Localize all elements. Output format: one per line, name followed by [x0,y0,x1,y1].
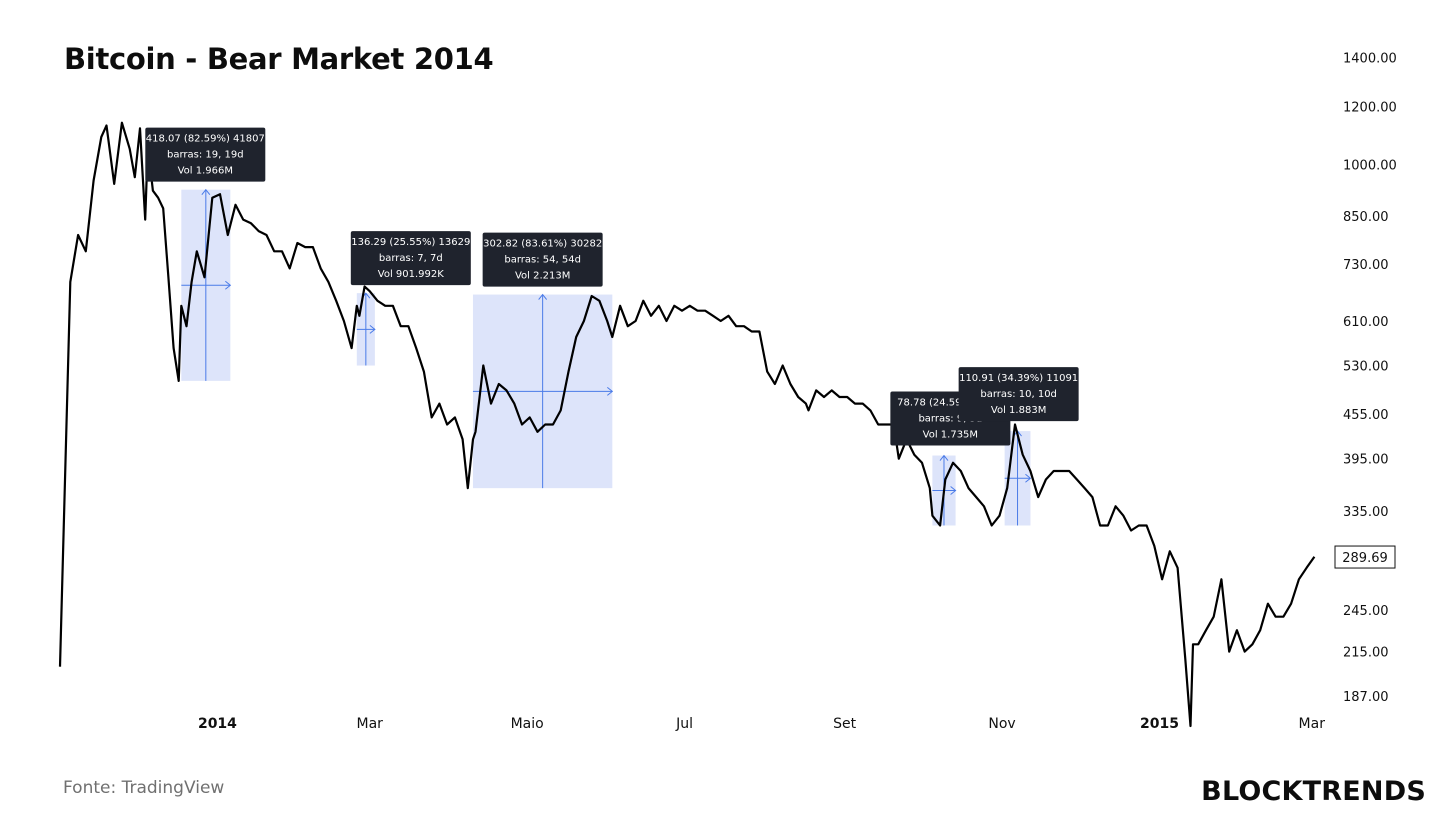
source-note: Fonte: TradingView [63,778,225,798]
y-tick-label: 1400.00 [1343,52,1397,67]
y-tick-label: 530.00 [1343,360,1389,375]
tooltip-line3: Vol 901.992K [378,269,444,280]
tooltip-line3: Vol 2.213M [515,271,570,282]
y-tick-label: 455.00 [1343,408,1389,423]
tooltip-line3: Vol 1.883M [991,405,1046,416]
tooltip-line2: barras: 9, 9d [918,414,982,425]
tooltip-line2: barras: 19, 19d [167,150,244,161]
tooltip-background [145,127,266,182]
tooltip-background [482,232,603,287]
y-tick-label: 730.00 [1343,258,1389,273]
measure-box-2 [356,292,376,366]
arrow-up-icon [201,188,211,195]
brand-logo: BLOCKTRENDS [1201,776,1426,807]
last-price-box [1334,545,1396,569]
arrow-right-icon [1025,473,1032,483]
arrow-up-icon [939,454,949,461]
tooltip-line2: barras: 10, 10d [980,389,1057,400]
arrow-right-icon [225,280,232,290]
x-tick-label: Set [833,716,857,732]
measure-tooltips: 418.07 (82.59%) 41807 barras: 19, 19d Vol … [145,127,1079,446]
x-tick-label: Jul [675,716,693,732]
measure-tooltip-1: 418.07 (82.59%) 41807 barras: 19, 19d Vol … [145,127,266,182]
last-price-label: 289.69 [1334,545,1396,569]
y-tick-label: 1200.00 [1343,100,1397,115]
measure-tooltip-5: 110.91 (34.39%) 11091 barras: 10, 10d Vol … [958,367,1079,422]
y-tick-label: 610.00 [1343,315,1389,330]
time-axis: 2014 Mar Maio Jul Set Nov 2015 Mar [198,716,1325,732]
chart-title: Bitcoin - Bear Market 2014 [64,42,494,76]
y-tick-label: 245.00 [1343,604,1389,619]
tooltip-line1: 136.29 (25.55%) 13629 [351,237,470,248]
tooltip-line3: Vol 1.966M [178,166,233,177]
price-line [58,121,1316,728]
measure-box-1 [181,188,232,381]
last-price-value: 289.69 [1342,551,1388,566]
x-tick-label: 2015 [1140,716,1179,732]
tooltip-line1: 78.78 (24.59%) 7878 [897,398,1003,409]
tooltip-line1: 110.91 (34.39%) 11091 [959,373,1078,384]
x-tick-label: Mar [1299,716,1326,732]
arrow-right-icon [950,486,957,495]
tooltip-line3: Vol 1.735M [923,430,978,441]
measure-tooltip-3: 302.82 (83.61%) 30282 barras: 54, 54d Vol … [482,232,603,287]
y-tick-label: 395.00 [1343,453,1389,468]
y-tick-label: 335.00 [1343,505,1389,520]
tooltip-line1: 418.07 (82.59%) 41807 [146,134,265,145]
tooltip-background [958,367,1079,422]
measure-tooltip-2: 136.29 (25.55%) 13629 barras: 7, 7d Vol 90… [350,231,471,286]
tooltip-line1: 302.82 (83.61%) 30282 [483,239,602,250]
y-tick-label: 850.00 [1343,210,1389,225]
tooltip-background [350,231,471,286]
x-tick-label: 2014 [198,716,237,732]
arrow-right-icon [607,386,614,396]
y-tick-label: 187.00 [1343,690,1389,705]
price-line-group [58,121,1316,728]
measure-tools [181,188,1032,526]
y-tick-label: 215.00 [1343,646,1389,661]
y-tick-label: 1000.00 [1343,158,1397,173]
tooltip-line2: barras: 54, 54d [504,255,581,266]
x-tick-label: Mar [357,716,384,732]
x-tick-label: Nov [988,716,1015,732]
arrow-up-icon [538,293,548,300]
measure-box-3 [472,293,614,489]
arrow-right-icon [369,324,376,334]
tooltip-line2: barras: 7, 7d [379,253,443,264]
x-tick-label: Maio [511,716,544,732]
price-axis: 1400.00 1200.00 1000.00 850.00 730.00 610.00 5… [1343,52,1397,705]
